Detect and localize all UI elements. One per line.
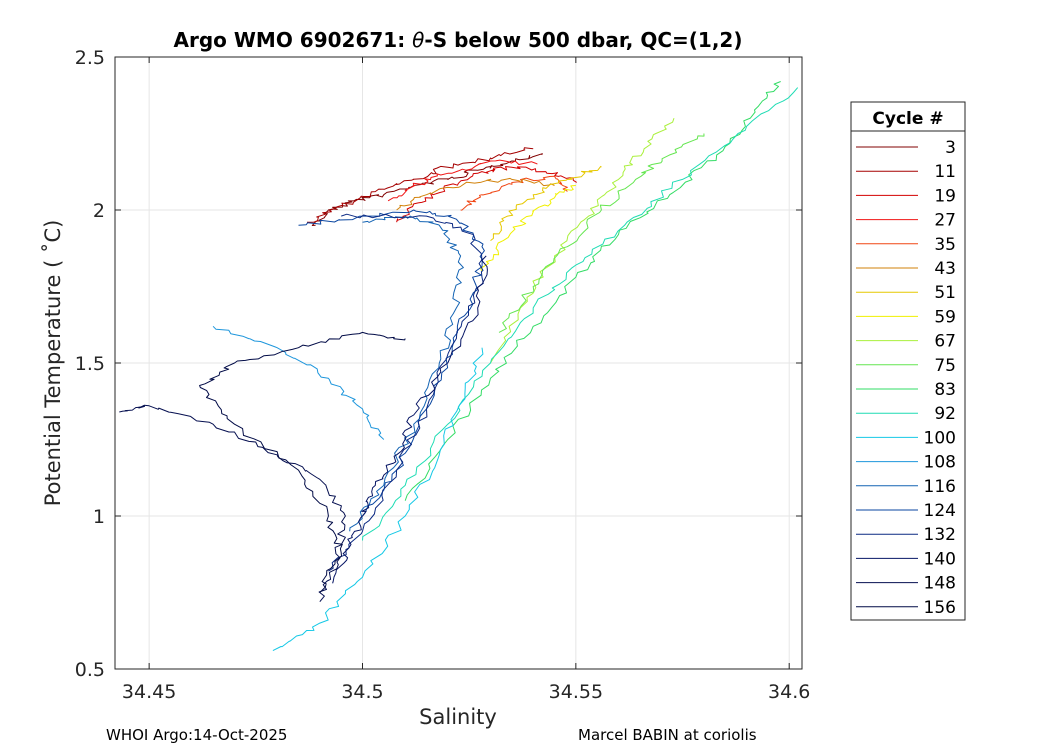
legend-label-11: 11 [934,162,956,182]
legend-label-51: 51 [934,283,956,303]
footer-credit: Marcel BABIN at coriolis [578,726,757,744]
legend: Cycle # 3 11 19 27 35 43 51 59 67 75 83 92 100 108 116… [850,101,966,621]
legend-label-83: 83 [934,380,956,400]
legend-label-43: 43 [934,259,956,279]
legend-label-124: 124 [924,501,956,521]
legend-label-156: 156 [924,598,956,618]
legend-label-108: 108 [924,453,956,473]
series-line-cycle-148 [119,404,346,603]
legend-label-35: 35 [934,235,956,255]
legend-title: Cycle # [872,109,943,129]
series-line-cycle-108 [212,325,385,440]
legend-label-27: 27 [934,211,956,231]
series-line-cycle-75 [498,133,705,333]
legend-label-67: 67 [934,332,956,352]
ticks: 34.45 34.5 34.55 34.6 0.5 1 1.5 2 2.5 [75,47,811,703]
series-line-cycle-83 [404,81,781,501]
y-tick-label: 2 [93,200,105,222]
legend-label-116: 116 [924,477,956,497]
y-tick-label: 1 [93,506,105,528]
series-line-cycle-100 [272,347,484,652]
legend-label-75: 75 [934,356,956,376]
legend-label-148: 148 [924,574,956,594]
x-tick-label: 34.5 [341,681,383,703]
series-line-cycle-11 [307,147,534,223]
series-line-cycle-140 [332,255,488,584]
x-tick-label: 34.55 [549,681,603,703]
series-line-cycle-51 [490,165,602,241]
series-line-cycle-116 [349,215,464,532]
legend-box [850,101,966,621]
series-line-cycle-92 [362,87,799,541]
y-tick-label: 0.5 [75,659,105,681]
y-axis-label: Potential Temperature ( ˚C) [41,220,65,507]
legend-label-100: 100 [924,428,956,448]
legend-label-59: 59 [934,307,956,327]
y-tick-label: 2.5 [75,47,105,69]
x-axis-label: Salinity [419,705,497,729]
series-line-cycle-27 [387,159,538,202]
legend-label-140: 140 [924,549,956,569]
x-tick-label: 34.45 [122,681,176,703]
x-tick-label: 34.6 [768,681,810,703]
legend-label-19: 19 [934,186,956,206]
legend-label-92: 92 [934,404,956,424]
series-line-cycle-132 [328,213,484,572]
legend-label-132: 132 [924,525,956,545]
series-group [119,81,799,652]
series-line-cycle-43 [396,177,555,211]
y-tick-label: 1.5 [75,353,105,375]
footer-date: WHOI Argo:14-Oct-2025 [106,726,288,744]
legend-label-3: 3 [945,138,956,158]
series-line-cycle-19 [396,166,577,223]
chart-title: Argo WMO 6902671: θ-S below 500 dbar, QC… [174,28,743,52]
series-line-cycle-59 [480,185,576,272]
series-line-cycle-156 [199,331,406,593]
